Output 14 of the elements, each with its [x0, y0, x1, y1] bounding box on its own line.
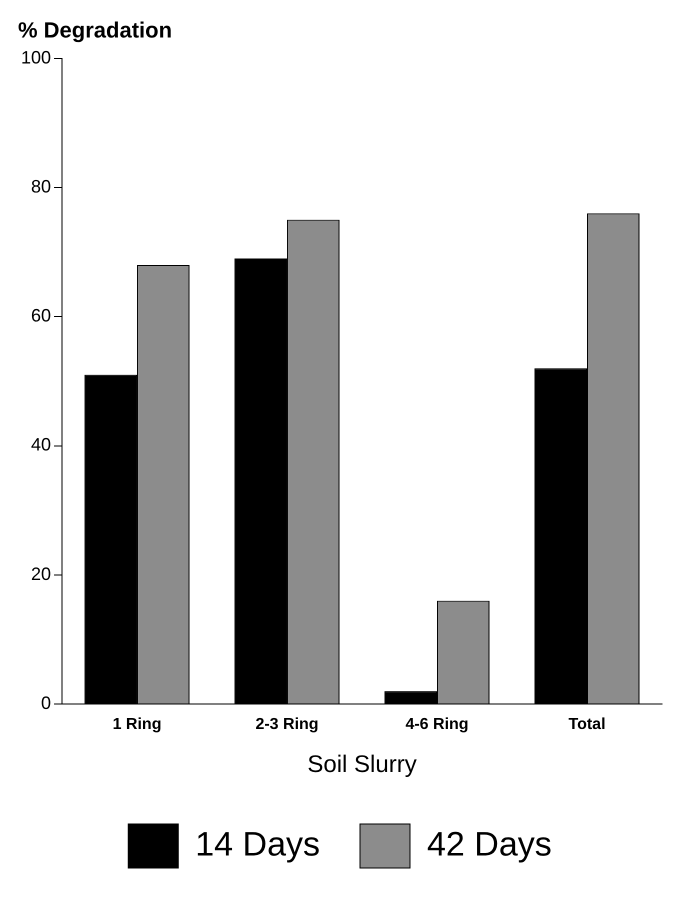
y-tick-label: 80	[31, 176, 52, 196]
chart-title: % Degradation	[18, 17, 172, 42]
y-tick-label: 20	[31, 564, 52, 584]
legend-label: 42 Days	[427, 825, 552, 864]
y-tick-label: 100	[20, 47, 52, 68]
x-tick-label: 4-6 Ring	[405, 716, 469, 734]
x-axis-title: Soil Slurry	[307, 751, 417, 778]
x-tick-label: 2-3 Ring	[255, 716, 319, 734]
y-tick-label: 0	[41, 692, 52, 713]
x-tick-label: 1 Ring	[112, 716, 162, 734]
x-tick-label: Total	[568, 716, 606, 734]
legend-label: 14 Days	[195, 825, 320, 864]
y-tick-label: 40	[31, 434, 52, 455]
y-tick-label: 60	[31, 306, 52, 326]
